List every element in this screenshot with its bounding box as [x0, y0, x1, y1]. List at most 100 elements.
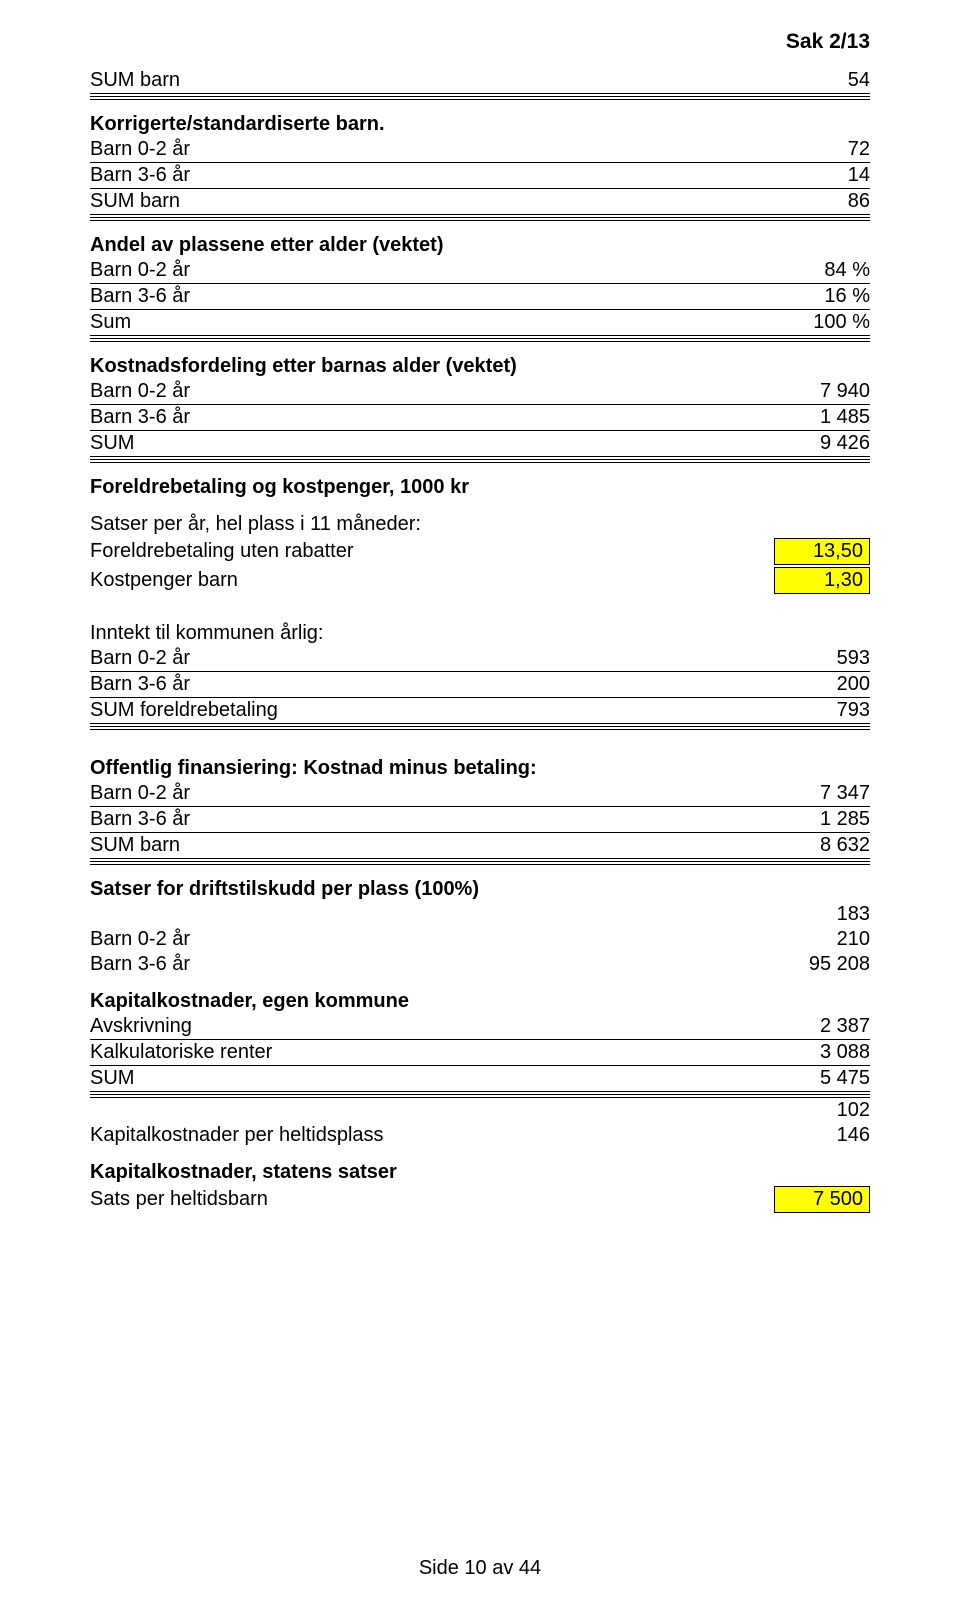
row-label: SUM barn — [90, 68, 652, 94]
row-label — [90, 902, 652, 927]
table-row: Andel av plassene etter alder (vektet) — [90, 233, 870, 258]
row-label: Barn 3-6 år — [90, 807, 652, 833]
row-value: 593 — [652, 646, 870, 672]
row-value: 7 347 — [652, 781, 870, 807]
row-label: Korrigerte/standardiserte barn. — [90, 112, 652, 137]
row-label: SUM — [90, 1066, 652, 1092]
table-row: SUM barn54 — [90, 68, 870, 94]
row-label: Satser per år, hel plass i 11 måneder: — [90, 512, 652, 537]
row-value: 793 — [652, 698, 870, 724]
highlight-value: 7 500 — [774, 1186, 870, 1213]
row-value — [652, 1160, 870, 1185]
table-row: Barn 3-6 år1 485 — [90, 405, 870, 431]
row-label: SUM foreldrebetaling — [90, 698, 652, 724]
table-row: Barn 3-6 år200 — [90, 672, 870, 698]
row-label: Avskrivning — [90, 1014, 652, 1040]
page-header-sak: Sak 2/13 — [90, 30, 870, 54]
row-label: Barn 0-2 år — [90, 137, 652, 163]
row-label: Barn 3-6 år — [90, 163, 652, 189]
table-row: Barn 0-2 år593 — [90, 646, 870, 672]
row-value: 2 387 — [652, 1014, 870, 1040]
row-label: Andel av plassene etter alder (vektet) — [90, 233, 652, 258]
table-row: Kostnadsfordeling etter barnas alder (ve… — [90, 354, 870, 379]
table-row: SUM foreldrebetaling793 — [90, 698, 870, 724]
row-value: 3 088 — [652, 1040, 870, 1066]
row-label: Kostnadsfordeling etter barnas alder (ve… — [90, 354, 652, 379]
row-value: 8 632 — [652, 833, 870, 859]
row-label: SUM — [90, 431, 652, 457]
highlight-value: 13,50 — [774, 538, 870, 565]
main-table: SUM barn54Korrigerte/standardiserte barn… — [90, 68, 870, 1214]
row-value: 72 — [652, 137, 870, 163]
row-label: Sats per heltidsbarn — [90, 1185, 652, 1214]
row-label: Sum — [90, 310, 652, 336]
row-value — [652, 989, 870, 1014]
row-label: Foreldrebetaling og kostpenger, 1000 kr — [90, 475, 652, 500]
row-value: 54 — [652, 68, 870, 94]
row-value: 84 % — [652, 258, 870, 284]
row-value — [652, 354, 870, 379]
row-label: SUM barn — [90, 833, 652, 859]
table-row: Satser per år, hel plass i 11 måneder: — [90, 512, 870, 537]
row-label: Kostpenger barn — [90, 566, 652, 595]
row-label — [90, 1096, 652, 1123]
table-row: Sum100 % — [90, 310, 870, 336]
row-value: 86 — [652, 189, 870, 215]
row-value: 200 — [652, 672, 870, 698]
row-value: 210 — [652, 927, 870, 952]
row-value: 14 — [652, 163, 870, 189]
row-value: 5 475 — [652, 1066, 870, 1092]
row-label: Barn 3-6 år — [90, 405, 652, 431]
row-value — [652, 233, 870, 258]
row-label: Kapitalkostnader, statens satser — [90, 1160, 652, 1185]
row-value: 146 — [652, 1123, 870, 1148]
row-value — [652, 877, 870, 902]
row-label: Barn 3-6 år — [90, 672, 652, 698]
row-label: Kapitalkostnader per heltidsplass — [90, 1123, 652, 1148]
table-row: Barn 0-2 år72 — [90, 137, 870, 163]
table-row: Foreldrebetaling og kostpenger, 1000 kr — [90, 475, 870, 500]
row-label: SUM barn — [90, 189, 652, 215]
row-label: Inntekt til kommunen årlig: — [90, 621, 652, 646]
table-row: Kalkulatoriske renter3 088 — [90, 1040, 870, 1066]
row-value: 9 426 — [652, 431, 870, 457]
table-row: Kapitalkostnader, egen kommune — [90, 989, 870, 1014]
table-row: Sats per heltidsbarn 7 500 — [90, 1185, 870, 1214]
table-row: Avskrivning2 387 — [90, 1014, 870, 1040]
table-row: Barn 3-6 år95 208 — [90, 952, 870, 977]
table-row: SUM barn8 632 — [90, 833, 870, 859]
row-value: 16 % — [652, 284, 870, 310]
table-row: Barn 0-2 år7 347 — [90, 781, 870, 807]
page-footer: Side 10 av 44 — [0, 1557, 960, 1580]
table-row: Barn 0-2 år84 % — [90, 258, 870, 284]
table-row: Kostpenger barn1,30 — [90, 566, 870, 595]
table-row: Kapitalkostnader per heltidsplass146 — [90, 1123, 870, 1148]
table-row: Offentlig finansiering: Kostnad minus be… — [90, 756, 870, 781]
row-label: Barn 3-6 år — [90, 284, 652, 310]
table-row: SUM barn86 — [90, 189, 870, 215]
table-row: SUM9 426 — [90, 431, 870, 457]
row-label: Barn 0-2 år — [90, 781, 652, 807]
row-value — [652, 756, 870, 781]
row-label: Kalkulatoriske renter — [90, 1040, 652, 1066]
table-row: Barn 3-6 år16 % — [90, 284, 870, 310]
row-value — [652, 512, 870, 537]
table-row: Foreldrebetaling uten rabatter13,50 — [90, 537, 870, 566]
table-row: 102 — [90, 1096, 870, 1123]
table-row: Satser for driftstilskudd per plass (100… — [90, 877, 870, 902]
row-value: 7 940 — [652, 379, 870, 405]
row-label: Satser for driftstilskudd per plass (100… — [90, 877, 652, 902]
table-row: SUM5 475 — [90, 1066, 870, 1092]
row-value: 1 485 — [652, 405, 870, 431]
table-row: Kapitalkostnader, statens satser — [90, 1160, 870, 1185]
table-row: Barn 0-2 år7 940 — [90, 379, 870, 405]
table-row: 183 — [90, 902, 870, 927]
row-value: 100 % — [652, 310, 870, 336]
row-label: Barn 0-2 år — [90, 379, 652, 405]
row-label: Barn 0-2 år — [90, 927, 652, 952]
table-row: Barn 3-6 år1 285 — [90, 807, 870, 833]
row-value — [652, 475, 870, 500]
table-row: Korrigerte/standardiserte barn. — [90, 112, 870, 137]
row-label: Offentlig finansiering: Kostnad minus be… — [90, 756, 652, 781]
row-value — [652, 112, 870, 137]
